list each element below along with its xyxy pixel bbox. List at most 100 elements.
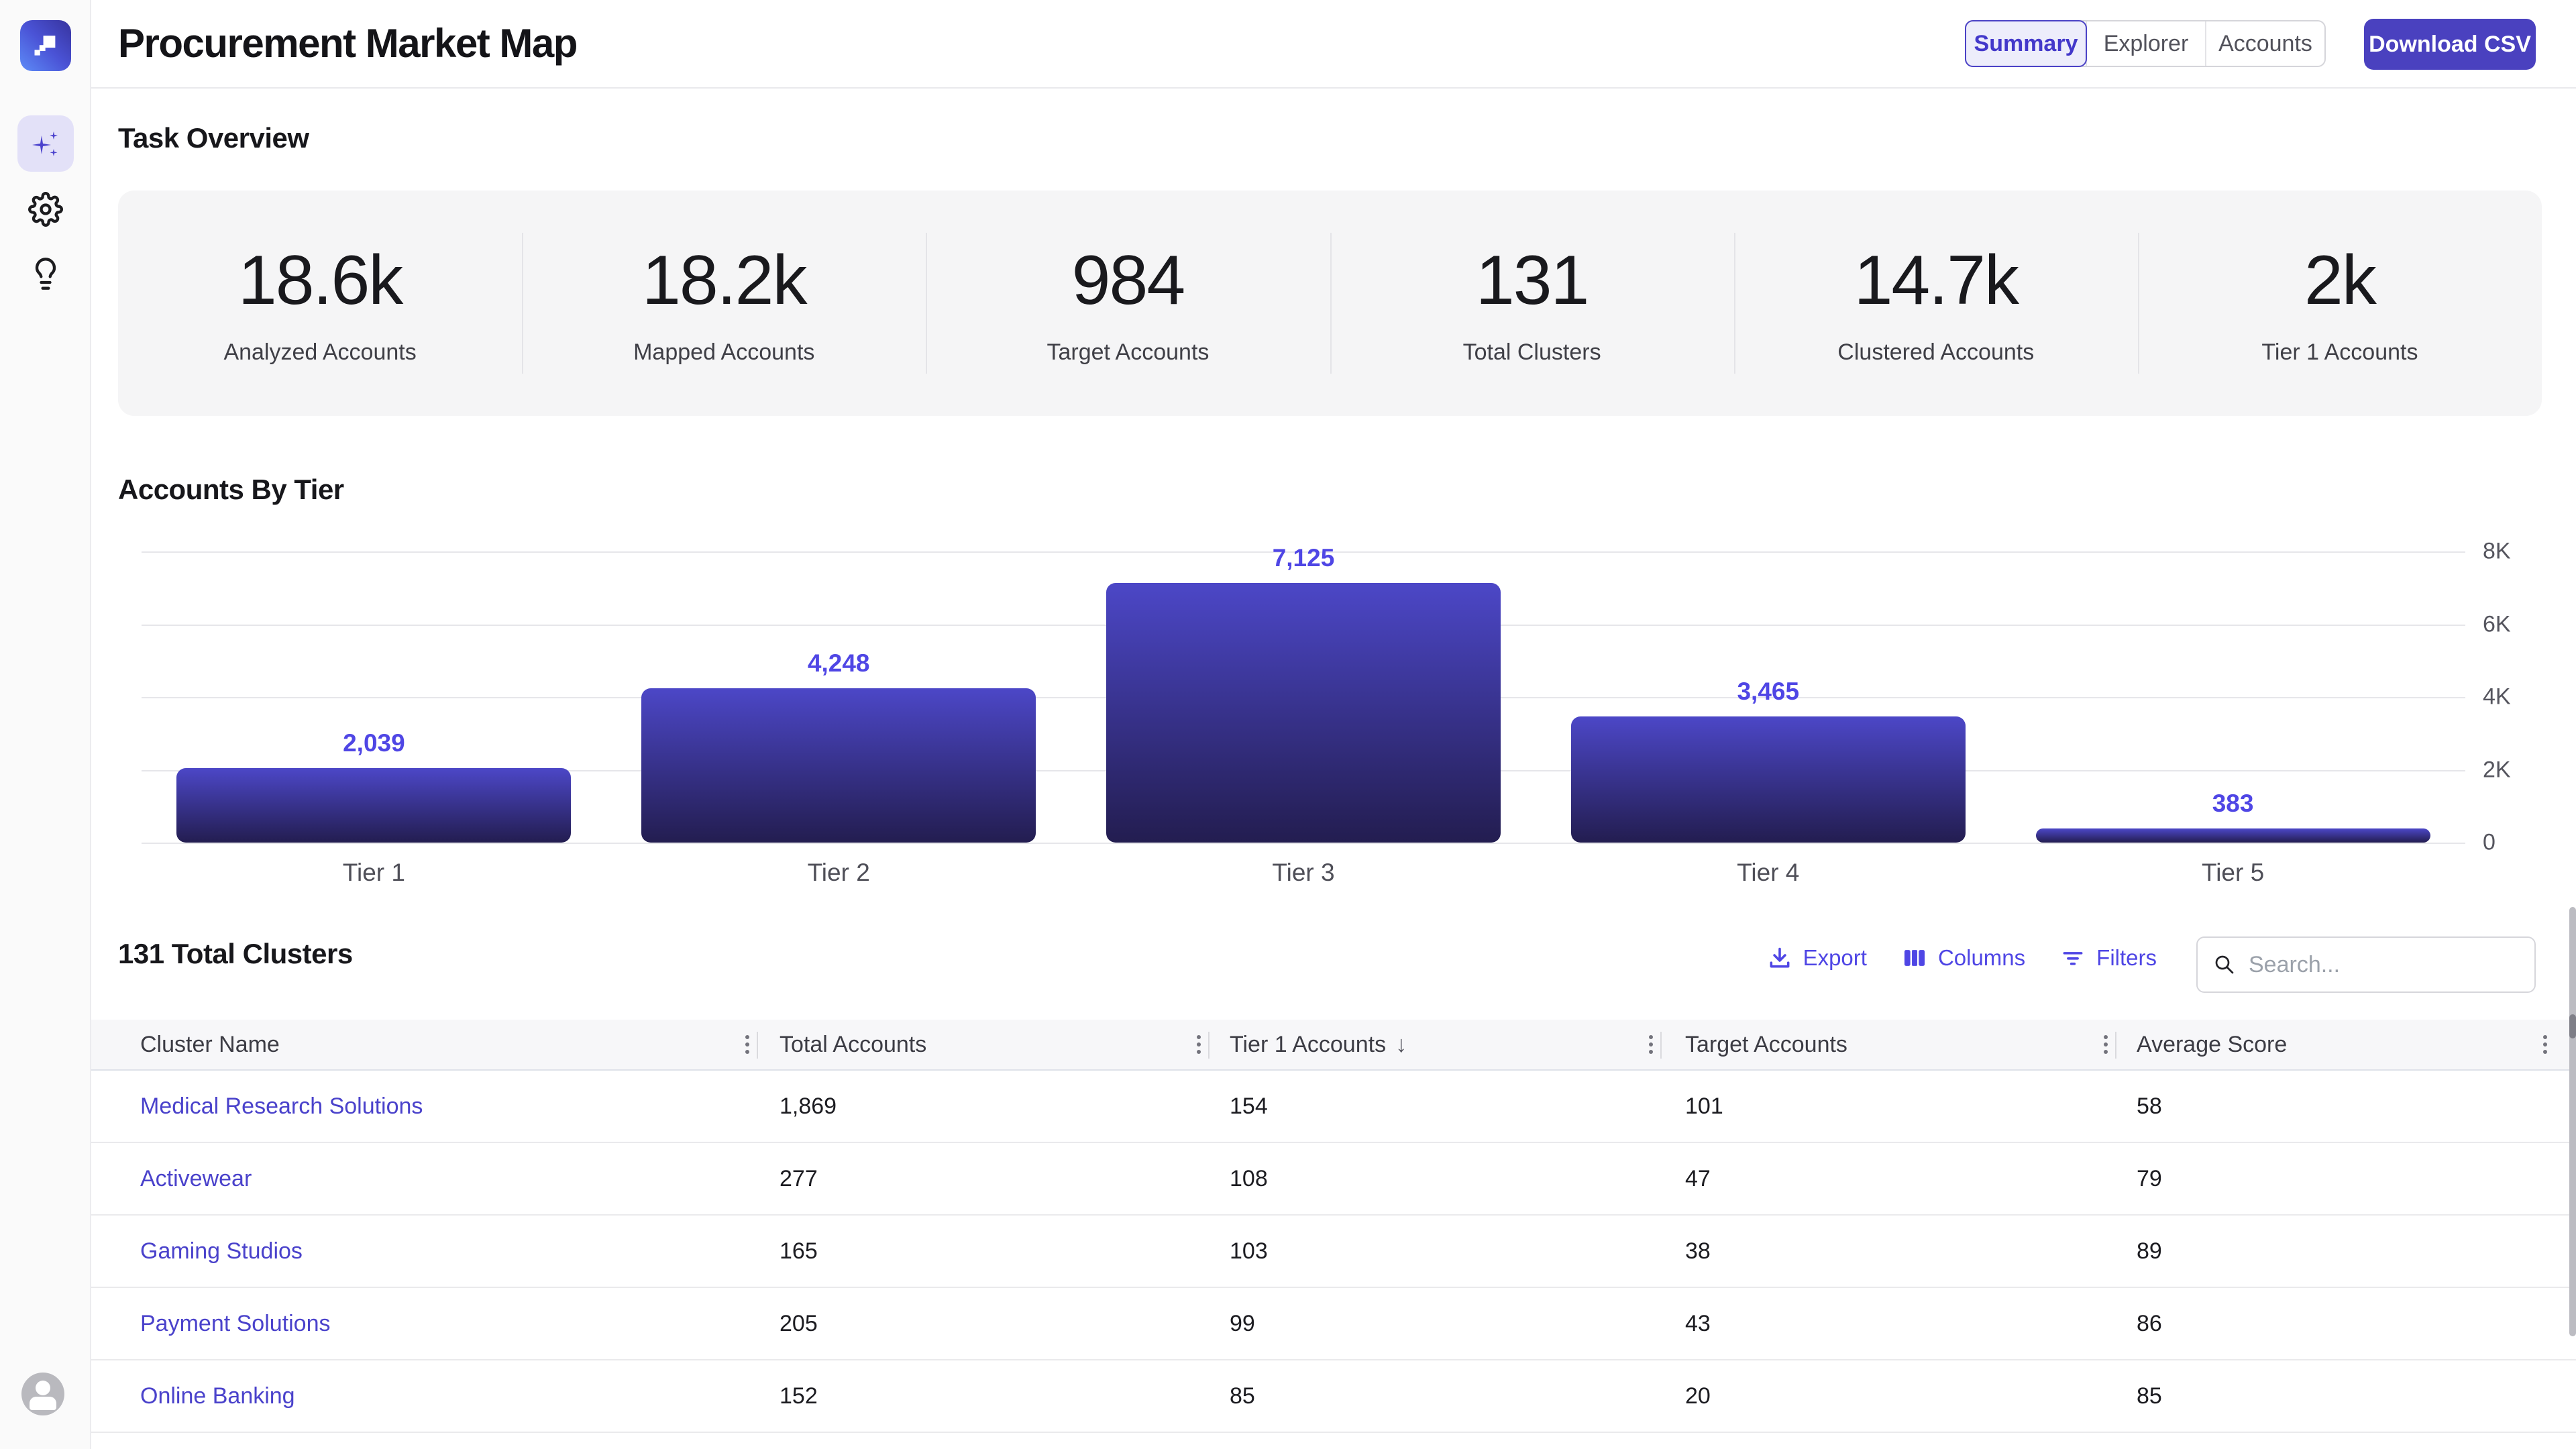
cluster-name-link[interactable]: Activewear — [140, 1166, 252, 1191]
export-label: Export — [1803, 945, 1867, 970]
tab-explorer[interactable]: Explorer — [2086, 21, 2205, 66]
chart-x-tick-label: Tier 5 — [2201, 859, 2265, 886]
column-menu-icon[interactable] — [2104, 1042, 2108, 1046]
tab-accounts[interactable]: Accounts — [2205, 21, 2324, 66]
columns-button[interactable]: Columns — [1902, 945, 2025, 971]
stat-card: 18.2k Mapped Accounts — [522, 191, 926, 416]
chart-bar[interactable] — [176, 768, 572, 843]
column-header[interactable]: Tier 1 Accounts ↓ — [1230, 1032, 1407, 1057]
table-cell: 165 — [780, 1238, 818, 1264]
stat-label: Total Clusters — [1462, 339, 1601, 365]
table-header-row: Cluster Name Total Accounts Tier 1 Account… — [91, 1020, 2576, 1071]
export-button[interactable]: Export — [1767, 945, 1867, 971]
chart-bar-slot: 2,039 Tier 1 — [142, 551, 606, 886]
table-cell: 79 — [2137, 1166, 2162, 1191]
app-logo[interactable] — [20, 20, 71, 71]
column-menu-icon[interactable] — [2543, 1042, 2547, 1046]
chart-bar[interactable] — [1570, 716, 1966, 843]
chart-title: Accounts By Tier — [118, 474, 344, 505]
scrollbar-track[interactable] — [2569, 907, 2576, 1336]
table-cell: 154 — [1230, 1093, 1268, 1119]
pixel-arrow-icon — [30, 30, 61, 61]
table-cell: 1,869 — [780, 1093, 837, 1119]
view-tabs: Summary Explorer Accounts — [1965, 20, 2326, 67]
chart-bar-value-label: 7,125 — [1272, 544, 1335, 572]
column-menu-icon[interactable] — [1649, 1042, 1653, 1046]
stat-value: 18.6k — [237, 241, 403, 319]
chart-bar[interactable] — [641, 688, 1036, 843]
search-input[interactable] — [2247, 951, 2520, 979]
stat-card: 2k Tier 1 Accounts — [2137, 191, 2542, 416]
download-csv-button[interactable]: Download CSV — [2364, 19, 2536, 70]
column-header[interactable]: Total Accounts — [780, 1032, 927, 1057]
table-cell: 277 — [780, 1166, 818, 1191]
y-axis-tick-label: 8K — [2483, 538, 2511, 564]
stat-card: 14.7k Clustered Accounts — [1733, 191, 2138, 416]
chart-bar-slot: 7,125 Tier 3 — [1071, 544, 1536, 886]
search-icon — [2212, 953, 2237, 977]
tab-summary[interactable]: Summary — [1965, 20, 2087, 67]
table-row: Gaming Studios 165 103 38 89 — [91, 1216, 2576, 1288]
column-header[interactable]: Cluster Name — [140, 1032, 280, 1057]
filters-button[interactable]: Filters — [2060, 945, 2157, 971]
top-bar: Procurement Market Map Summary Explorer … — [91, 0, 2576, 89]
column-header[interactable]: Average Score — [2137, 1032, 2288, 1057]
table-cell: 58 — [2137, 1093, 2162, 1119]
sidebar-item-market-map[interactable] — [17, 115, 74, 172]
y-axis-tick-label: 2K — [2483, 757, 2511, 782]
stat-label: Clustered Accounts — [1837, 339, 2035, 365]
table-cell: 38 — [1685, 1238, 1711, 1264]
chart-bar-value-label: 2,039 — [343, 729, 405, 757]
table-row: Online Banking 152 85 20 85 — [91, 1360, 2576, 1433]
stat-value: 2k — [2304, 241, 2377, 319]
stat-card: 18.6k Analyzed Accounts — [118, 191, 522, 416]
table-cell: 85 — [1230, 1383, 1255, 1409]
clusters-table: Cluster Name Total Accounts Tier 1 Account… — [91, 1020, 2576, 1449]
column-menu-icon[interactable] — [1197, 1042, 1201, 1046]
table-row: Activewear 277 108 47 79 — [91, 1143, 2576, 1216]
column-divider — [1208, 1032, 1210, 1059]
stat-card: 131 Total Clusters — [1330, 191, 1734, 416]
table-row: Payment Solutions 205 99 43 86 — [91, 1288, 2576, 1360]
cluster-name-link[interactable]: Medical Research Solutions — [140, 1093, 423, 1119]
table-toolbar: Export Columns Filters — [1767, 939, 2157, 977]
sort-desc-icon: ↓ — [1395, 1032, 1407, 1057]
chart-x-tick-label: Tier 1 — [342, 859, 405, 886]
cluster-name-link[interactable]: Online Banking — [140, 1383, 295, 1409]
stat-card: 984 Target Accounts — [926, 191, 1330, 416]
table-cell: 47 — [1685, 1166, 1711, 1191]
scrollbar-thumb[interactable] — [2569, 1014, 2576, 1038]
stat-label: Mapped Accounts — [633, 339, 815, 365]
search-box — [2196, 936, 2536, 993]
filter-icon — [2060, 945, 2086, 971]
cluster-name-link[interactable]: Payment Solutions — [140, 1311, 331, 1336]
y-axis-tick-label: 0 — [2483, 829, 2496, 855]
table-cell: 205 — [780, 1311, 818, 1336]
chart-x-tick-label: Tier 4 — [1737, 859, 1800, 886]
column-header[interactable]: Target Accounts — [1685, 1032, 1847, 1057]
chart-bar-value-label: 4,248 — [807, 649, 870, 677]
user-avatar[interactable] — [21, 1373, 64, 1415]
stat-label: Tier 1 Accounts — [2261, 339, 2418, 365]
chart-bar[interactable] — [2035, 828, 2430, 843]
filters-label: Filters — [2096, 945, 2157, 970]
table-row: Medical Research Solutions 1,869 154 101 58 — [91, 1071, 2576, 1143]
table-cell: 89 — [2137, 1238, 2162, 1264]
stat-value: 984 — [1071, 241, 1186, 319]
chart-bar[interactable] — [1106, 583, 1501, 843]
table-cell: 86 — [2137, 1311, 2162, 1336]
table-cell: 43 — [1685, 1311, 1711, 1336]
table-cell: 101 — [1685, 1093, 1723, 1119]
sidebar — [0, 0, 91, 1449]
chart-x-tick-label: Tier 3 — [1272, 859, 1335, 886]
chart-bar-slot: 4,248 Tier 2 — [606, 551, 1071, 886]
column-menu-icon[interactable] — [745, 1042, 749, 1046]
sidebar-item-settings[interactable] — [17, 181, 74, 237]
cluster-name-link[interactable]: Gaming Studios — [140, 1238, 303, 1264]
chart-gridline — [142, 843, 2465, 844]
chart-bar-slot: 3,465 Tier 4 — [1536, 551, 2000, 886]
table-cell: 85 — [2137, 1383, 2162, 1409]
table-body: Medical Research Solutions 1,869 154 101 58 A… — [91, 1071, 2576, 1449]
sidebar-item-insights[interactable] — [17, 246, 74, 302]
column-divider — [2115, 1032, 2116, 1059]
